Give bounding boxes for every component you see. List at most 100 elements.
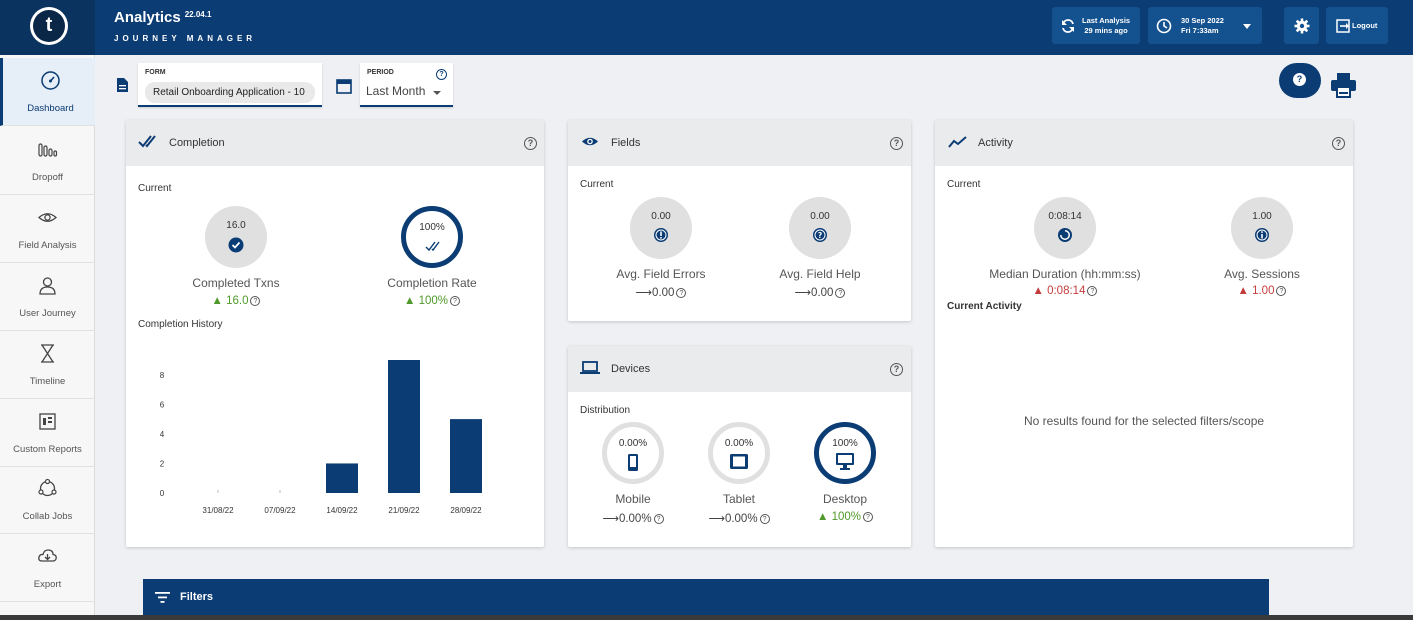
period-value: Last Month [366,84,426,98]
tablet-delta: ⟶0.00%? [674,511,804,525]
y-tick-label: 8 [160,371,165,380]
desktop-delta: ▲ 100%? [780,511,910,523]
field-help-delta-value: 0.00 [811,287,834,299]
devices-help-icon[interactable]: ? [890,363,903,376]
y-tick-label: 2 [160,459,165,468]
sidebar-item-label: Dropoff [32,172,63,183]
print-icon[interactable] [1330,72,1357,98]
chevron-down-icon [433,91,441,95]
mobile-icon [628,454,638,471]
completion-card: Completion ? Current 16.0 Completed Txns… [126,120,544,547]
activity-card: Activity ? Current 0:08:14 Median Durati… [935,120,1353,547]
last-analysis-value: 29 mins ago [1084,25,1128,35]
completion-card-header: Completion ? [126,120,544,166]
period-selector[interactable]: PERIOD ? Last Month [360,63,453,107]
sidebar-item-custom-reports[interactable]: Custom Reports [0,399,95,467]
gauge-icon [41,71,60,90]
bottom-edge [0,615,1413,620]
completed-txns-value: 16.0 [226,220,246,231]
filters-bar[interactable]: Filters [143,579,1269,620]
top-bar: t Analytics 22.04.1 JOURNEY MANAGER Last … [0,0,1413,55]
bar[interactable] [450,419,482,493]
sidebar-item-user-journey[interactable]: User Journey [0,263,95,331]
completed-txns-delta: ▲ 16.0? [166,295,306,307]
bars-icon [38,143,58,157]
form-selector[interactable]: FORM Retail Onboarding Application - 10 [138,63,322,107]
desktop-delta-value: 100% [831,511,861,523]
rate-delta-help-icon[interactable]: ? [450,296,460,306]
x-tick-label: 14/09/22 [326,506,358,515]
date-text: 30 Sep 2022 [1181,15,1224,25]
sidebar-item-label: Field Analysis [18,240,77,251]
completion-rate-label: Completion Rate [387,276,477,290]
field-help-label: Avg. Field Help [779,267,861,281]
duration-delta-help-icon[interactable]: ? [1087,286,1098,296]
sidebar-item-timeline[interactable]: Timeline [0,331,95,399]
x-tick-label: 28/09/22 [450,506,482,515]
desktop-ring: 100% [814,422,876,484]
field-errors-delta-value: 0.00 [652,287,675,299]
fields-help-icon[interactable]: ? [890,137,903,150]
date-selector[interactable]: 30 Sep 2022 Fri 7:33am [1148,7,1262,44]
activity-help-icon[interactable]: ? [1332,137,1345,150]
bar[interactable] [388,360,420,493]
mobile-delta-value: 0.00% [618,513,652,525]
tablet-delta-help-icon[interactable]: ? [759,514,770,524]
laptop-icon [580,361,600,374]
desktop-delta-help-icon[interactable]: ? [863,512,873,522]
y-tick-label: 0 [160,489,165,498]
period-help-icon[interactable]: ? [436,69,447,80]
settings-button[interactable] [1284,7,1319,44]
logo[interactable]: t [30,7,68,45]
help-delta-help-icon[interactable]: ? [835,288,846,298]
completed-txns-label: Completed Txns [192,276,280,290]
sidebar-item-field-analysis[interactable]: Field Analysis [0,195,95,263]
calendar-icon [336,79,352,94]
x-tick-label: 21/09/22 [388,506,420,515]
app-subtitle: JOURNEY MANAGER [114,34,257,43]
tablet-value: 0.00% [724,438,754,449]
sidebar-item-label: Export [33,579,62,590]
form-value: Retail Onboarding Application - 10 [145,82,315,103]
sessions-delta-help-icon[interactable]: ? [1276,286,1287,296]
help-button[interactable]: ? [1279,63,1321,98]
hourglass-icon [41,344,54,363]
median-duration-delta-value: 0:08:14 [1047,285,1086,297]
tablet-icon [730,454,748,469]
app-name: Analytics [114,9,181,26]
logout-button[interactable]: Logout [1326,7,1388,44]
mobile-delta-help-icon[interactable]: ? [653,514,664,524]
field-help-circle: 0.00 ? [789,197,851,259]
median-duration-circle: 0:08:14 [1034,197,1096,259]
bar[interactable] [326,463,358,493]
mobile-delta: ⟶0.00%? [568,511,698,525]
info-icon [1255,228,1269,242]
completion-rate-delta: ▲ 100%? [362,295,502,307]
mobile-ring: 0.00% [602,422,664,484]
activity-title: Activity [978,137,1013,149]
sidebar-item-export[interactable]: Export [0,534,95,602]
errors-delta-help-icon[interactable]: ? [676,288,687,298]
devices-title: Devices [611,363,651,375]
completion-help-icon[interactable]: ? [524,137,537,150]
x-tick-label: 07/09/22 [264,506,296,515]
tablet-ring: 0.00% [708,422,770,484]
desktop-icon [836,453,854,470]
refresh-analysis-button[interactable]: Last Analysis 29 mins ago [1052,7,1140,44]
logo-area: t [0,0,95,55]
sidebar-item-collab-jobs[interactable]: Collab Jobs [0,466,95,534]
avg-sessions-circle: 1.00 [1231,197,1293,259]
chevron-down-icon [1243,24,1251,29]
filter-icon [155,592,170,603]
completion-current-label: Current [138,183,172,194]
completed-txns-circle: 16.0 [205,206,267,268]
sidebar-item-label: Timeline [29,376,66,387]
sidebar-item-dashboard[interactable]: Dashboard [0,58,95,126]
collab-icon [38,478,57,497]
gear-icon [1294,18,1309,33]
median-duration-delta: ▲ 0:08:14? [965,285,1165,297]
txns-delta-help-icon[interactable]: ? [250,296,261,306]
sidebar-item-dropoff[interactable]: Dropoff [0,127,95,195]
completion-rate-value: 100% [419,222,445,233]
tablet-delta-value: 0.00% [724,513,758,525]
